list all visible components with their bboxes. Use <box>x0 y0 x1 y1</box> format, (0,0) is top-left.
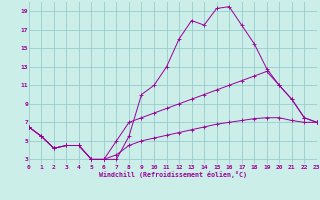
X-axis label: Windchill (Refroidissement éolien,°C): Windchill (Refroidissement éolien,°C) <box>99 171 247 178</box>
